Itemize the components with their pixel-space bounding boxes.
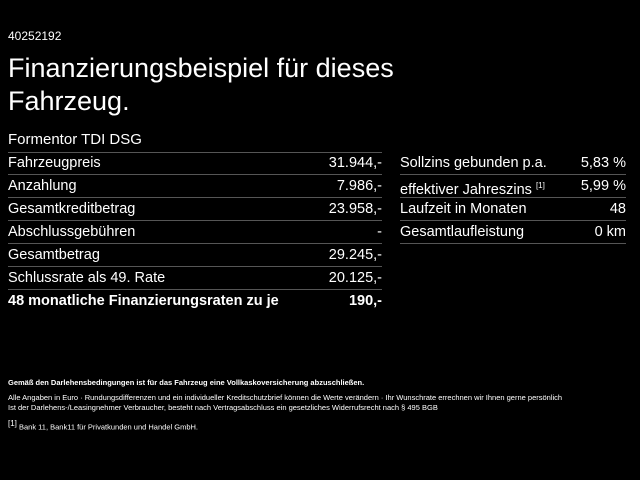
row-label-group: effektiver Jahreszins [1] [400,175,545,198]
title: Finanzierungsbeispiel für dieses Fahrzeu… [8,53,394,116]
vehicle-id: 40252192 [8,29,62,43]
row-label-group: Gesamtlaufleistung [400,221,524,243]
row-value: 23.958,- [328,201,382,217]
table-row: Abschlussgebühren - [8,221,382,244]
row-value: 5,83 % [580,155,626,171]
row-value: 5,99 % [580,178,626,194]
row-label: Abschlussgebühren [8,224,136,240]
footnote-ref: [1] [535,181,545,190]
row-value: - [377,224,382,240]
insurance-note: Gemäß den Darlehensbedingungen ist für d… [8,378,365,387]
footnote: [1] Bank 11, Bank11 für Privatkunden und… [8,419,628,433]
row-label: Gesamtbetrag [8,247,100,263]
table-row: Laufzeit in Monaten 48 [400,198,626,221]
row-value: 48 [609,201,626,217]
footnote-marker: [1] [8,419,17,428]
row-value: 29.245,- [328,247,382,263]
table-row: Gesamtlaufleistung 0 km [400,221,626,244]
model: Formentor TDI DSG [8,130,382,153]
row-label: 48 monatliche Finanzierungsraten zu je [8,293,279,309]
disclaimer: Ist der Darlehens-/Leasingnehmer Verbrau… [8,403,438,412]
table-row: Sollzins gebunden p.a. 5,83 % [400,152,626,175]
table-row: effektiver Jahreszins [1] 5,99 % [400,175,626,198]
row-value: 0 km [594,224,626,240]
table-row: 48 monatliche Finanzierungsraten zu je 19… [8,290,382,312]
right-table: Sollzins gebunden p.a. 5,83 % effektiver J… [400,152,626,244]
row-label: Gesamtlaufleistung [400,224,525,240]
footnote-text: Bank 11, Bank11 für Privatkunden und Han… [19,422,198,432]
disclaimer: Alle Angaben in Euro · Rundungsdifferenz… [8,393,563,402]
table-row: Gesamtbetrag 29.245,- [8,244,382,267]
row-label: effektiver Jahreszins [400,181,532,198]
row-label: Schlussrate als 49. Rate [8,270,166,286]
row-value: 7.986,- [336,178,382,194]
table-row: Anzahlung 7.986,- [8,175,382,198]
row-label-group: Laufzeit in Monaten [400,198,527,220]
row-value: 31.944,- [328,155,382,171]
row-value: 20.125,- [328,270,382,286]
table-row: Schlussrate als 49. Rate 20.125,- [8,267,382,290]
row-label: Fahrzeugpreis [8,155,101,171]
row-label-group: Sollzins gebunden p.a. [400,152,547,174]
left-table: Fahrzeugpreis 31.944,- Anzahlung 7.986,- Ges… [8,152,382,312]
row-label: Laufzeit in Monaten [400,201,527,217]
row-value: 190,- [348,293,382,309]
table-row: Fahrzeugpreis 31.944,- [8,152,382,175]
row-label: Sollzins gebunden p.a. [400,155,547,171]
row-label: Anzahlung [8,178,77,194]
row-label: Gesamtkreditbetrag [8,201,136,217]
table-row: Gesamtkreditbetrag 23.958,- [8,198,382,221]
